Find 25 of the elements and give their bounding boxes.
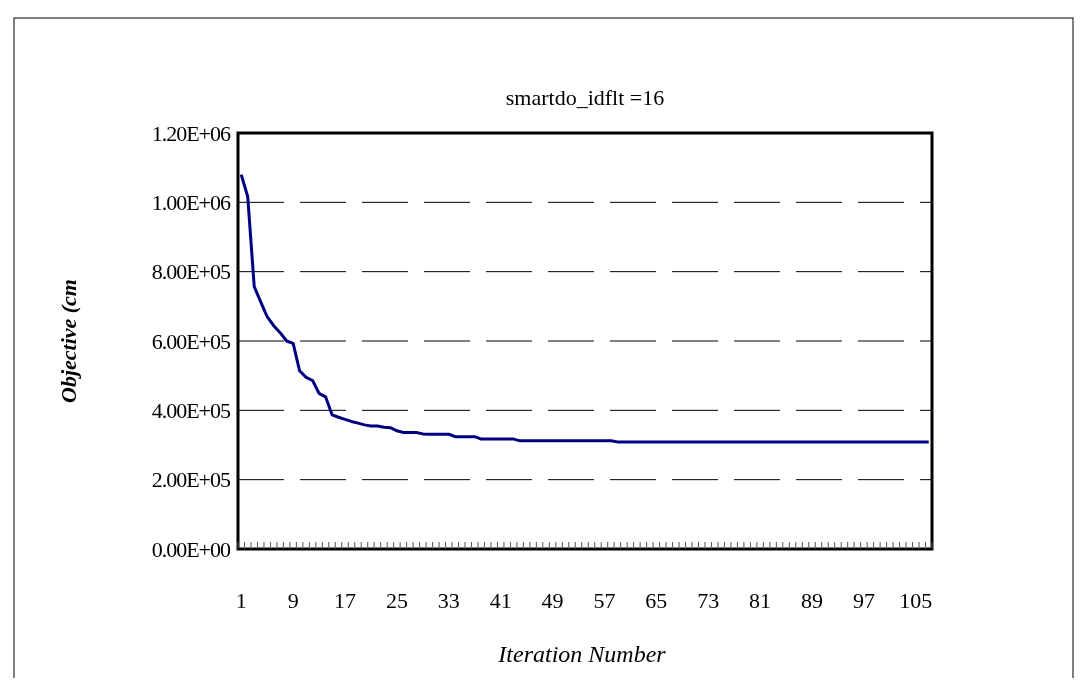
x-tick-label: 33 [437,588,460,613]
x-tick-label: 49 [541,588,564,613]
x-tick-label: 1 [235,588,247,613]
x-tick-label: 65 [645,588,668,613]
y-tick-label: 2.00E+05 [151,467,231,493]
x-tick-label: 73 [697,588,720,613]
x-tick-label: 57 [593,588,616,613]
x-tick-label: 89 [801,588,824,613]
y-tick-label: 1.20E+06 [151,120,231,146]
y-tick-label: 6.00E+05 [151,328,231,354]
chart-title: smartdo_idflt =16 [505,85,665,110]
y-tick-label: 0.00E+00 [151,536,231,562]
x-tick-label: 81 [749,588,772,613]
line-series [239,173,931,444]
x-tick-label: 25 [385,588,408,613]
x-tick-label: 41 [489,588,512,613]
y-tick-label: 1.00E+06 [151,190,231,216]
x-tick-label: 17 [334,588,357,613]
y-axis-title: Objective (cm [56,279,81,403]
y-tick-label: 4.00E+05 [151,398,231,424]
x-tick-label: 105 [899,588,933,613]
x-tick-label: 9 [287,588,299,613]
x-axis-title: Iteration Number [497,641,667,667]
y-tick-label: 8.00E+05 [151,259,231,285]
x-tick-label: 97 [852,588,875,613]
